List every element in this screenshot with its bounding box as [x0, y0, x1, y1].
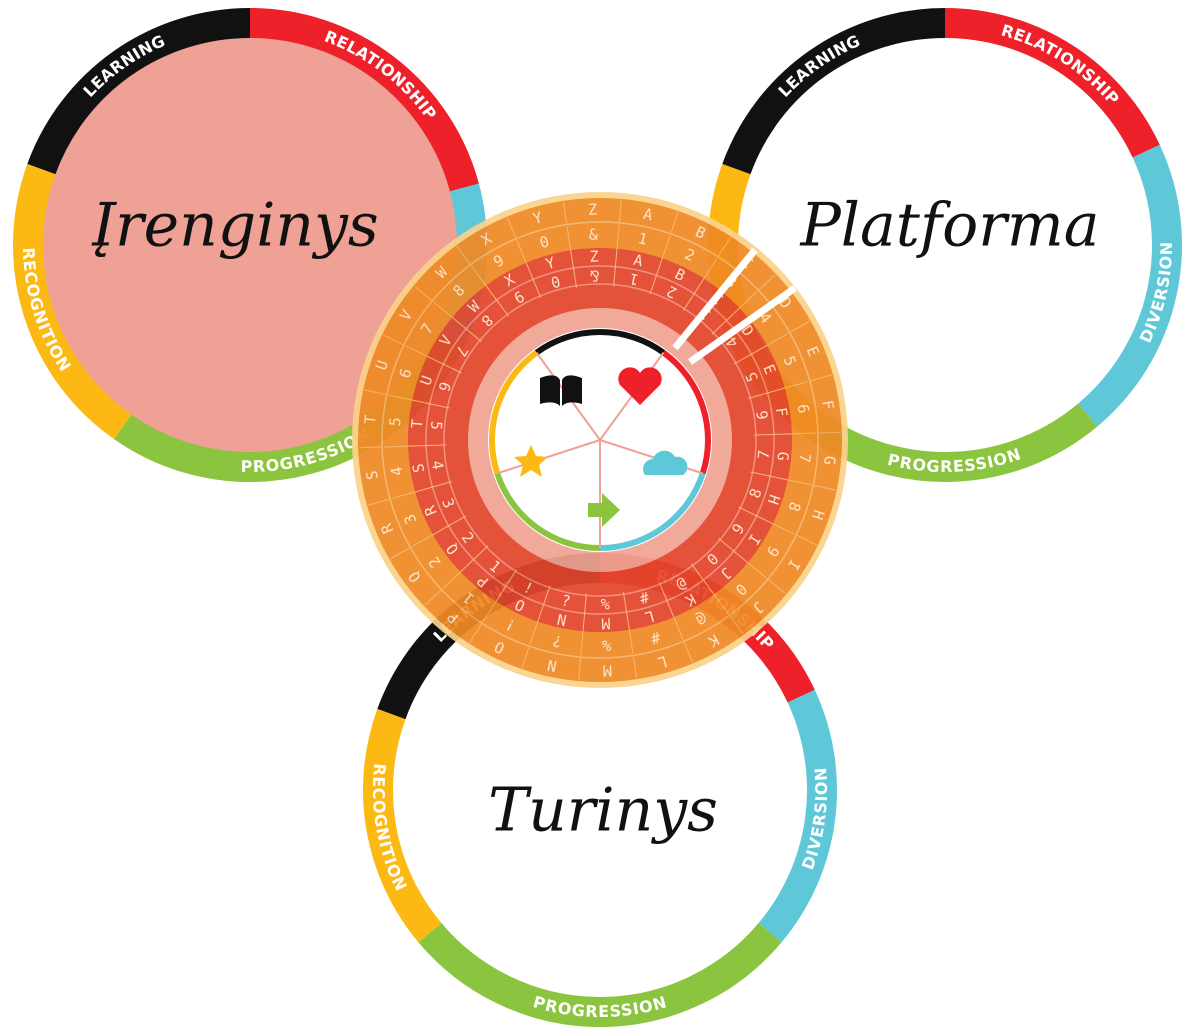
- wheel-divider: [424, 445, 446, 446]
- wheel-char: G: [773, 451, 792, 462]
- wheel-char: 7: [795, 453, 814, 464]
- wheel-char: T: [361, 414, 380, 425]
- wheel-char: Z: [589, 247, 599, 265]
- wheel-char: %: [602, 636, 612, 654]
- circle-title: Turinys: [488, 776, 718, 846]
- wheel-char: T: [408, 418, 427, 429]
- wheel-divider: [819, 432, 841, 433]
- wheel-char: Z: [588, 200, 598, 218]
- wheel-char: %: [600, 595, 610, 613]
- diagram: LEARNINGRELATIONSHIPPROGRESSIONRECOGNITI…: [0, 0, 1182, 1031]
- wheel-char: M: [603, 661, 613, 679]
- wheel-char: G: [820, 455, 839, 466]
- wheel-divider: [359, 447, 381, 448]
- wheel-char: &: [589, 225, 599, 243]
- wheel-char: &: [590, 266, 600, 284]
- circle-title: Platforma: [799, 191, 1099, 261]
- wheel-char: M: [601, 614, 611, 632]
- wheel-char: 5: [427, 420, 446, 431]
- wheel-char: 7: [754, 449, 773, 460]
- wheel-divider: [754, 434, 776, 435]
- wheel-divider: [794, 433, 816, 434]
- wheel-divider: [384, 446, 406, 447]
- wheel-char: 5: [386, 417, 405, 428]
- circle-title: Įrenginys: [91, 191, 378, 261]
